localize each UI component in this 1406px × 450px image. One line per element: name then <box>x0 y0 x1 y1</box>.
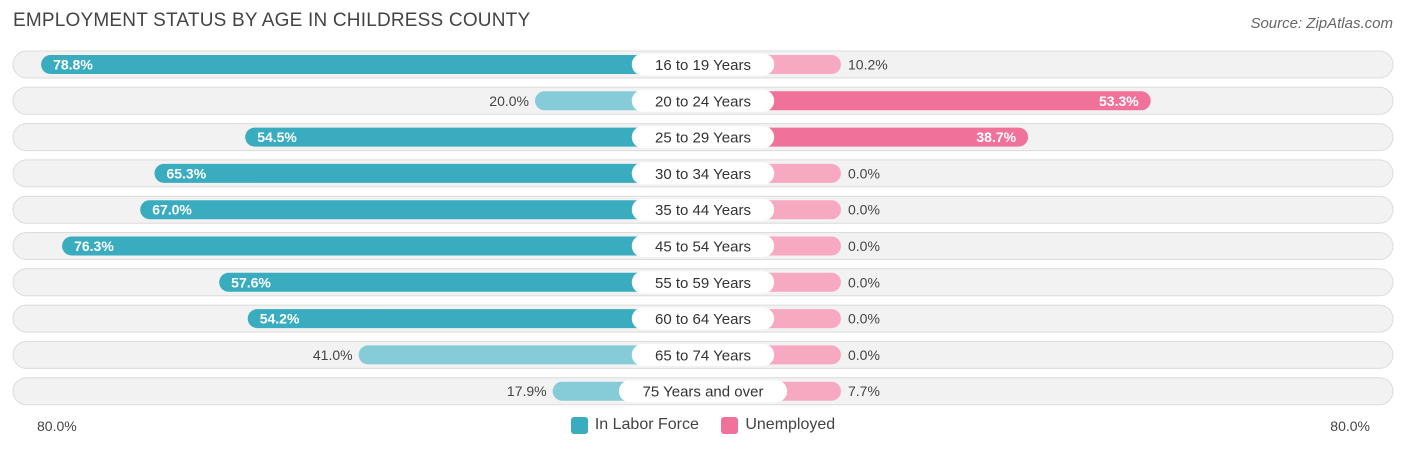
unemployed-value-label: 38.7% <box>976 129 1016 145</box>
labor-value-label: 41.0% <box>313 347 353 363</box>
category-label: 16 to 19 Years <box>655 57 751 74</box>
labor-bar <box>41 55 703 74</box>
category-pill <box>631 162 775 185</box>
category-pill <box>631 53 775 76</box>
labor-value-label: 20.0% <box>489 93 529 109</box>
unemployed-value-label: 0.0% <box>848 238 880 254</box>
unemployed-value-label: 0.0% <box>848 165 880 181</box>
labor-bar <box>219 272 703 292</box>
category-pill <box>631 89 775 112</box>
labor-bar <box>62 236 703 256</box>
category-label: 65 to 74 Years <box>655 347 751 364</box>
source-label: Source: ZipAtlas.com <box>1250 15 1393 32</box>
category-pill <box>631 198 775 221</box>
axis-right-label: 80.0% <box>1330 418 1370 434</box>
category-pill <box>631 126 775 149</box>
labor-value-label: 17.9% <box>507 383 547 399</box>
category-label: 45 to 54 Years <box>655 239 751 256</box>
unemployed-value-label: 0.0% <box>848 274 880 290</box>
labor-bar <box>247 309 703 329</box>
category-pill <box>631 343 775 366</box>
labor-bar <box>245 127 703 147</box>
category-label: 75 Years and over <box>643 384 764 401</box>
unemployed-value-label: 53.3% <box>1099 93 1139 109</box>
labor-value-label: 65.3% <box>166 165 206 181</box>
category-pill <box>618 380 788 403</box>
legend-label-unemployed: Unemployed <box>745 416 836 433</box>
category-label: 20 to 24 Years <box>655 93 751 110</box>
category-pill <box>631 307 775 330</box>
category-label: 35 to 44 Years <box>655 202 751 219</box>
category-label: 30 to 34 Years <box>655 166 751 183</box>
unemployed-value-label: 0.0% <box>848 347 880 363</box>
category-label: 60 to 64 Years <box>655 311 751 328</box>
legend: In Labor Force Unemployed <box>0 416 1406 439</box>
legend-item-unemployed: Unemployed <box>721 416 835 434</box>
labor-value-label: 57.6% <box>231 274 271 290</box>
category-pill <box>631 271 775 294</box>
labor-bar <box>140 200 703 220</box>
unemployed-bar <box>703 127 1029 147</box>
chart-title: EMPLOYMENT STATUS BY AGE IN CHILDRESS CO… <box>13 10 531 31</box>
unemployed-value-label: 0.0% <box>848 202 880 218</box>
unemployed-value-label: 7.7% <box>848 383 880 399</box>
labor-value-label: 54.2% <box>260 311 300 327</box>
unemployed-value-label: 10.2% <box>848 57 888 73</box>
category-label: 55 to 59 Years <box>655 275 751 292</box>
unemployed-value-label: 0.0% <box>848 311 880 327</box>
legend-label-labor: In Labor Force <box>594 416 699 433</box>
axis-left-label: 80.0% <box>37 418 77 434</box>
labor-bar <box>154 163 704 183</box>
category-pill <box>631 235 775 257</box>
unemployed-bar <box>703 91 1151 111</box>
legend-item-labor: In Labor Force <box>570 416 699 434</box>
labor-bar <box>358 345 703 365</box>
labor-value-label: 78.8% <box>53 57 93 73</box>
legend-swatch-unemployed <box>721 416 739 434</box>
legend-swatch-labor <box>570 416 588 434</box>
labor-value-label: 67.0% <box>152 202 192 218</box>
category-label: 25 to 29 Years <box>655 130 751 147</box>
labor-value-label: 54.5% <box>257 129 297 145</box>
labor-value-label: 76.3% <box>74 238 114 254</box>
